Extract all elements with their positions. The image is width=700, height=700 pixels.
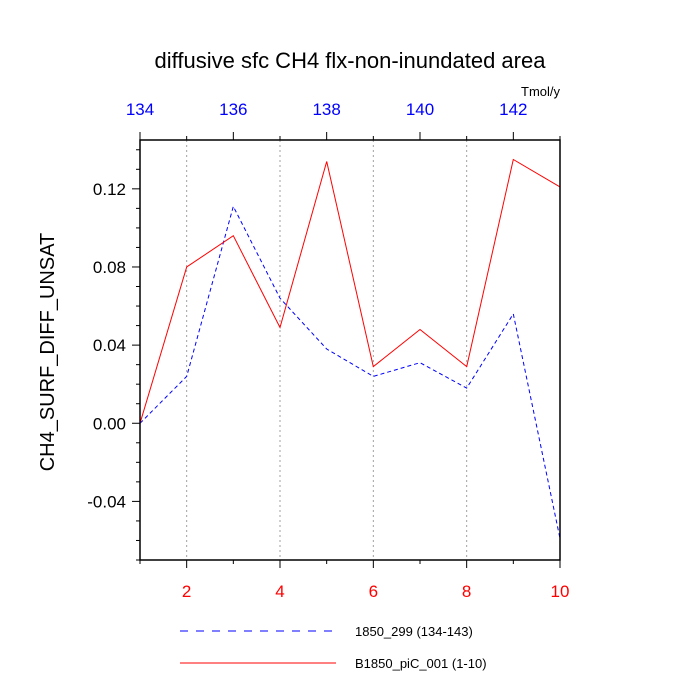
x-top-tick-label: 142 <box>499 100 527 119</box>
series-line-1 <box>139 205 561 539</box>
units-label: Tmol/y <box>521 84 561 99</box>
y-tick-label: 0.00 <box>93 414 126 433</box>
x-top-tick-label: 138 <box>312 100 340 119</box>
chart-title: diffusive sfc CH4 flx-non-inundated area <box>155 48 547 73</box>
x-bottom-tick-label: 8 <box>462 582 471 601</box>
x-top-tick-label: 136 <box>219 100 247 119</box>
x-bottom-tick-label: 4 <box>275 582 284 601</box>
series-layer <box>139 158 561 539</box>
plot-frame <box>139 139 561 561</box>
x-bottom-tick-label: 6 <box>369 582 378 601</box>
y-tick-label: 0.08 <box>93 258 126 277</box>
x-bottom-tick-label: 2 <box>182 582 191 601</box>
grid-lines <box>186 140 468 560</box>
x-top-tick-label: 134 <box>126 100 154 119</box>
y-tick-label: 0.04 <box>93 336 126 355</box>
legend-label-1: 1850_299 (134-143) <box>355 624 473 639</box>
x-bottom-tick-label: 10 <box>551 582 570 601</box>
y-tick-label: -0.04 <box>87 492 126 511</box>
y-axis-label: CH4_SURF_DIFF_UNSAT <box>37 233 59 472</box>
series-line-2 <box>139 158 561 424</box>
axis-ticks <box>132 132 561 568</box>
legend-label-2: B1850_piC_001 (1-10) <box>355 656 487 671</box>
axis-tick-labels: 2 4 6 8 10 134 136 138 140 142 -0.04 0.00 0.04 0.08 0.… <box>87 100 569 601</box>
y-tick-label: 0.12 <box>93 180 126 199</box>
legend: 1850_299 (134-143) B1850_piC_001 (1-10) <box>180 624 487 671</box>
x-top-tick-label: 140 <box>406 100 434 119</box>
